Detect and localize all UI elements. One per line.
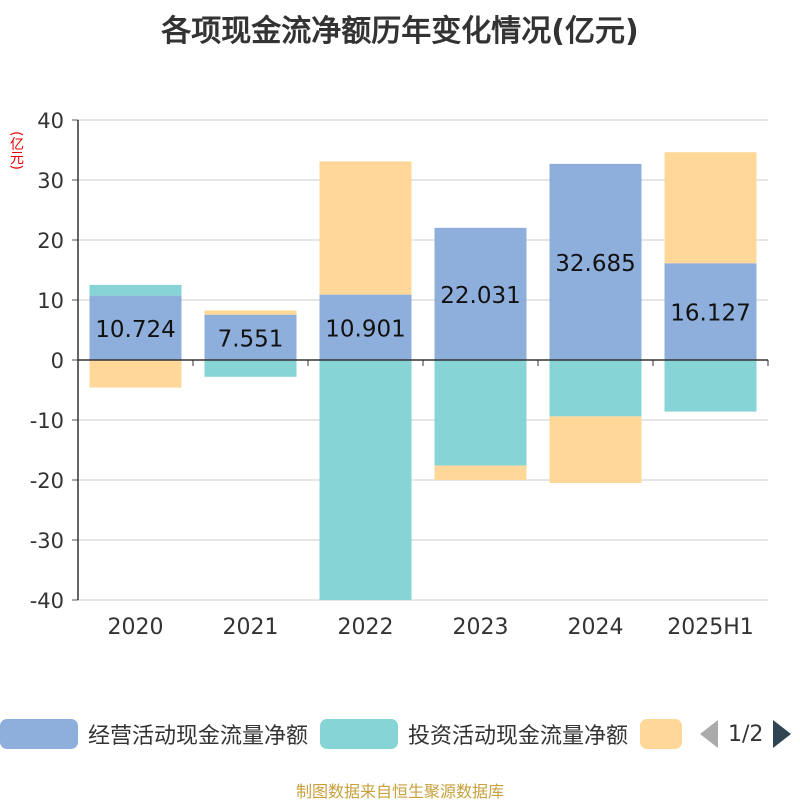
bar-series0-2020 (89, 295, 182, 360)
y-tick-label: 10 (37, 289, 64, 313)
data-label: 10.901 (325, 316, 405, 342)
y-tick-label: 30 (37, 169, 64, 193)
y-tick-label: -40 (30, 589, 64, 613)
bar-series2-2020 (89, 360, 182, 388)
y-tick-label: 40 (37, 109, 64, 133)
x-tick-label: 2022 (338, 615, 394, 640)
bar-series2-2023 (434, 465, 527, 480)
bar-series1-2020 (89, 284, 182, 296)
y-tick-label: -10 (30, 409, 64, 433)
legend-swatch-operating (0, 719, 78, 749)
legend-label-investing: 投资活动现金流量净额 (408, 724, 629, 749)
bar-series1-2023 (434, 360, 527, 466)
legend-next-arrow-icon[interactable] (773, 720, 792, 748)
y-axis-unit-label: (亿元) (8, 130, 24, 170)
legend-swatch-financing (640, 719, 682, 749)
bar-series0-2025H1 (664, 263, 757, 360)
bar-series1-2022 (319, 360, 412, 600)
x-tick-label: 2020 (108, 615, 164, 640)
bar-series2-2025H1 (664, 152, 757, 264)
legend-item-operating[interactable]: 经营活动现金流量净额 (0, 716, 308, 752)
x-tick-label: 2025H1 (667, 615, 754, 640)
legend-item-financing[interactable] (640, 716, 682, 752)
data-label: 16.127 (670, 301, 750, 327)
y-tick-label: 0 (51, 349, 64, 373)
bar-series2-2021 (204, 310, 297, 315)
legend-label-operating: 经营活动现金流量净额 (88, 724, 309, 749)
legend: 经营活动现金流量净额 投资活动现金流量净额 1/2 (0, 716, 800, 756)
bar-series0-2023 (434, 227, 527, 360)
data-label: 22.031 (440, 283, 520, 309)
x-tick-label: 2023 (453, 615, 509, 640)
chart-plot-area: 40 30 20 10 0 -10 -20 -30 -40 10.724 7.551 10.901 22… (30, 109, 769, 640)
source-note: 制图数据来自恒生聚源数据库 (295, 782, 504, 800)
bar-series1-2024 (549, 360, 642, 417)
y-tick-label: -30 (30, 529, 64, 553)
data-label: 10.724 (95, 317, 175, 343)
bar-series0-2021 (204, 314, 297, 360)
y-tick-label: 20 (37, 229, 64, 253)
bar-series1-2025H1 (664, 360, 757, 412)
bar-series1-2021 (204, 360, 297, 377)
x-tick-label: 2024 (568, 615, 624, 640)
legend-prev-arrow-icon[interactable] (700, 720, 718, 748)
chart-title: 各项现金流净额历年变化情况(亿元) (161, 14, 639, 49)
y-tick-label: -20 (30, 469, 64, 493)
legend-swatch-investing (320, 719, 398, 749)
bar-series2-2024 (549, 416, 642, 483)
legend-page-indicator: 1/2 (728, 721, 764, 747)
bar-series2-2022 (319, 161, 412, 295)
data-label: 32.685 (555, 251, 635, 277)
legend-item-investing[interactable]: 投资活动现金流量净额 (320, 716, 628, 752)
data-label: 7.551 (218, 326, 284, 352)
bar-series0-2024 (549, 163, 642, 360)
x-tick-label: 2021 (223, 615, 279, 640)
bar-series0-2022 (319, 294, 412, 360)
legend-pager: 1/2 (700, 716, 792, 752)
